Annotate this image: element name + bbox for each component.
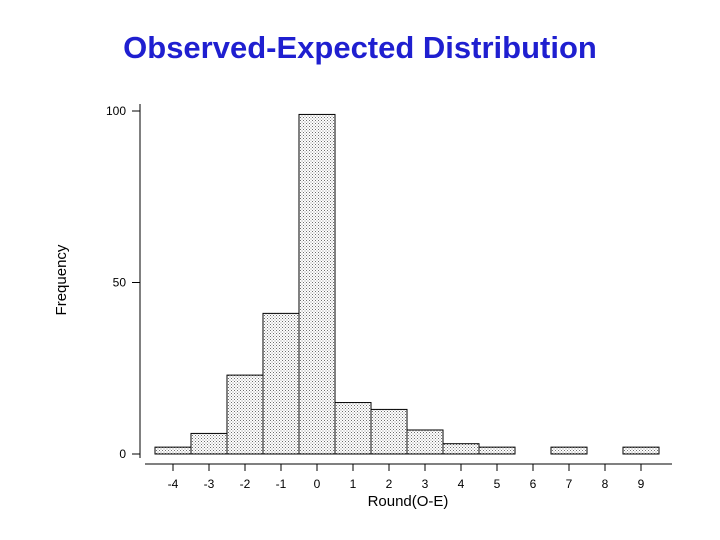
y-tick-label: 100 xyxy=(106,104,126,118)
x-ticks-group: -4 -3 -2 -1 0 1 2 3 4 5 6 7 8 9 xyxy=(168,464,645,491)
histogram-bar xyxy=(226,374,264,455)
y-ticks-group: 0 50 100 xyxy=(106,104,140,461)
x-tick-label: 5 xyxy=(494,477,501,491)
histogram-bar xyxy=(550,446,588,455)
y-axis-label: Frequency xyxy=(53,244,70,315)
histogram-bar xyxy=(370,408,408,455)
histogram-bar xyxy=(406,429,444,455)
x-axis-label: Round(O-E) xyxy=(368,493,449,510)
histogram-bar xyxy=(190,432,228,455)
x-tick-label: 0 xyxy=(314,477,321,491)
x-tick-label: 6 xyxy=(530,477,537,491)
x-tick-label: -3 xyxy=(204,477,215,491)
x-tick-label: -1 xyxy=(276,477,287,491)
histogram-bar xyxy=(622,446,660,455)
histogram-bar xyxy=(478,446,516,455)
x-tick-label: 4 xyxy=(458,477,465,491)
x-tick-label: -2 xyxy=(240,477,251,491)
histogram-bar xyxy=(262,312,300,455)
x-tick-label: 9 xyxy=(638,477,645,491)
histogram-bar xyxy=(154,446,192,455)
x-tick-label: 7 xyxy=(566,477,573,491)
histogram-bar xyxy=(298,113,336,455)
x-tick-label: 2 xyxy=(386,477,393,491)
chart-title: Observed-Expected Distribution xyxy=(123,30,597,65)
bars-group xyxy=(154,113,660,455)
x-tick-label: 1 xyxy=(350,477,357,491)
y-tick-label: 0 xyxy=(119,447,126,461)
y-tick-label: 50 xyxy=(113,276,127,290)
histogram-bar xyxy=(334,402,372,455)
histogram-bar xyxy=(442,443,480,455)
x-tick-label: 8 xyxy=(602,477,609,491)
x-tick-label: -4 xyxy=(168,477,179,491)
x-tick-label: 3 xyxy=(422,477,429,491)
